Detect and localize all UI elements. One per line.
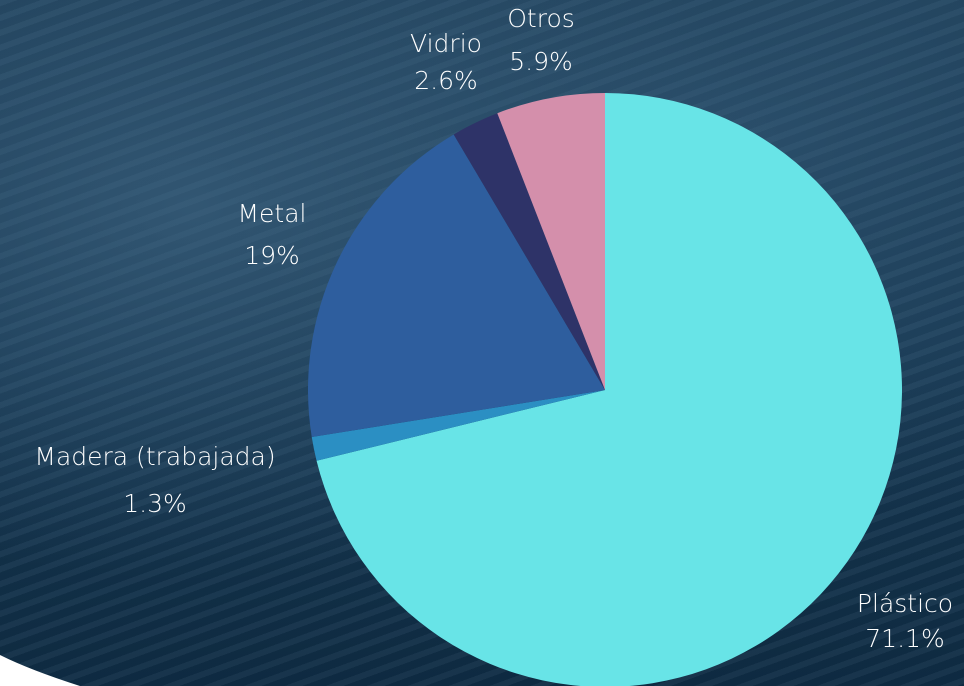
corner-shape [0,655,80,686]
slice-label: Metal [237,199,306,228]
chart: Plástico 71.1% Madera (trabajada) 1.3% Metal… [0,0,964,686]
slice-value: 2.6% [414,66,478,95]
slice-label: Otros [507,4,575,33]
slice-label: Plástico [857,589,953,618]
slice-value: 71.1% [865,624,944,653]
slice-label: Madera (trabajada) [34,442,275,471]
slice-value: 5.9% [509,47,573,76]
pie [308,93,902,686]
slice-value: 19% [244,241,300,270]
slice-value: 1.3% [123,489,187,518]
slice-label: Vidrio [410,29,482,58]
